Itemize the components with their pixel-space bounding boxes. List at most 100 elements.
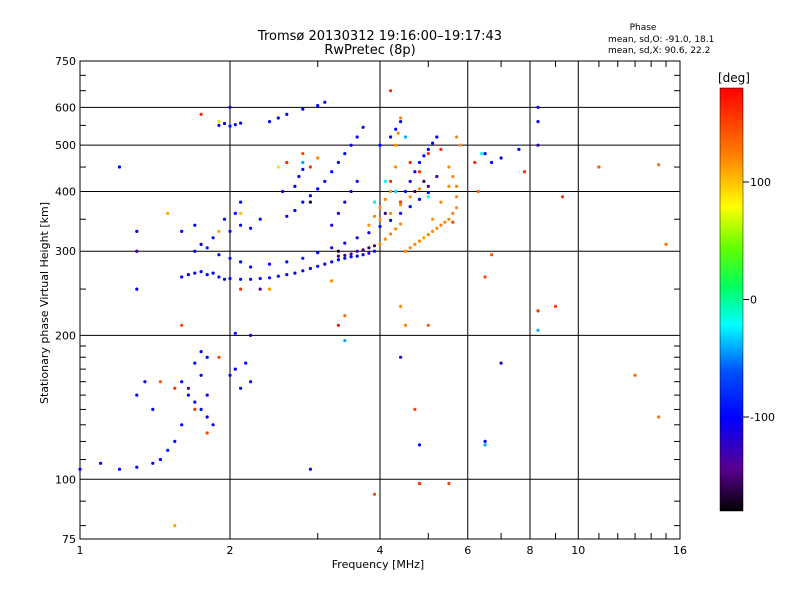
data-point <box>417 170 422 174</box>
data-point <box>408 179 412 183</box>
data-point <box>417 160 422 165</box>
data-point <box>372 249 377 253</box>
data-point <box>285 160 289 165</box>
data-point <box>186 273 190 277</box>
data-point <box>249 380 253 384</box>
data-point <box>536 309 540 313</box>
data-point <box>426 323 430 327</box>
y-tick-label: 100 <box>55 473 76 486</box>
data-point <box>330 223 334 227</box>
data-point <box>217 253 221 257</box>
data-point <box>439 147 443 151</box>
data-point <box>151 407 155 411</box>
data-point <box>228 256 232 260</box>
data-point <box>249 277 253 281</box>
data-point <box>228 105 232 109</box>
y-tick-label: 400 <box>55 185 76 198</box>
data-point <box>239 200 243 204</box>
y-tick-label: 200 <box>55 329 76 342</box>
data-point <box>135 249 139 253</box>
data-point <box>151 461 155 465</box>
data-point <box>222 217 227 221</box>
data-point <box>476 189 480 194</box>
data-point <box>455 184 459 188</box>
data-point <box>276 116 280 120</box>
data-point <box>205 393 209 397</box>
data-point <box>553 304 558 308</box>
data-point <box>372 492 377 496</box>
data-point <box>205 415 209 419</box>
data-point <box>455 135 459 139</box>
data-point <box>361 248 365 252</box>
data-point <box>394 189 398 194</box>
phase-stats-x: mean, sd,X: 90.6, 22.2 <box>608 46 710 56</box>
data-point <box>336 160 340 165</box>
data-point <box>633 373 637 377</box>
data-point <box>316 264 320 268</box>
data-point <box>399 222 403 226</box>
data-point <box>394 227 398 231</box>
data-point <box>426 147 430 151</box>
y-tick-label: 750 <box>55 55 76 68</box>
data-point <box>422 179 426 183</box>
data-point <box>403 135 408 139</box>
data-point <box>383 179 387 183</box>
data-point <box>297 174 301 179</box>
data-point <box>239 287 243 291</box>
data-point <box>316 251 320 255</box>
data-point <box>367 251 371 255</box>
data-point <box>490 160 494 165</box>
data-point <box>473 160 477 165</box>
data-point <box>451 220 455 224</box>
data-point <box>117 165 122 169</box>
data-point <box>267 120 272 124</box>
data-point <box>561 195 565 199</box>
data-point <box>222 121 227 126</box>
data-point <box>355 135 359 139</box>
data-point <box>417 443 422 447</box>
data-point <box>217 355 221 359</box>
data-point <box>408 195 412 199</box>
data-point <box>330 260 334 264</box>
data-point <box>367 223 371 227</box>
data-point <box>308 266 312 271</box>
data-point <box>394 143 398 147</box>
gridlines <box>80 61 680 539</box>
data-point <box>422 236 426 240</box>
x-tick-label: 16 <box>673 544 687 557</box>
data-point <box>193 400 197 404</box>
x-axis-label: Frequency [MHz] <box>332 558 424 571</box>
data-point <box>336 249 340 253</box>
data-points <box>78 89 668 528</box>
data-point <box>199 112 203 116</box>
data-point <box>408 205 412 209</box>
data-point <box>536 120 540 124</box>
colorbar-gradient <box>719 87 744 512</box>
data-point <box>316 104 320 108</box>
y-tick-label: 600 <box>55 101 76 114</box>
data-point <box>249 333 253 337</box>
data-point <box>361 253 365 257</box>
data-point <box>536 105 540 109</box>
data-point <box>336 323 340 327</box>
data-point <box>293 184 297 188</box>
data-point <box>447 184 451 188</box>
data-point <box>99 461 103 465</box>
data-point <box>323 179 327 183</box>
data-point <box>205 431 209 435</box>
data-point <box>135 465 139 469</box>
data-point <box>267 262 272 266</box>
data-point <box>285 260 289 264</box>
data-point <box>199 350 203 354</box>
data-point <box>211 423 215 427</box>
data-point <box>301 269 305 273</box>
data-point <box>664 242 668 246</box>
data-point <box>431 229 435 233</box>
data-point <box>316 187 320 191</box>
data-point <box>308 200 312 204</box>
data-point <box>361 125 365 129</box>
data-point <box>408 246 412 250</box>
data-point <box>343 339 347 343</box>
data-point <box>135 393 139 397</box>
data-point <box>439 223 443 227</box>
